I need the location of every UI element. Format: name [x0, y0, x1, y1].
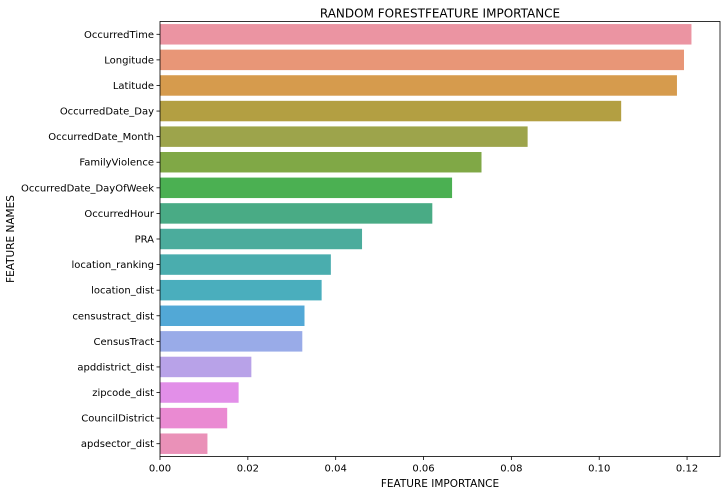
y-tick-label: censustract_dist — [72, 311, 154, 322]
bar-occurreddate-dayofweek — [160, 177, 453, 199]
x-tick-label: 0.04 — [325, 464, 347, 475]
y-tick-label: OccurredHour — [84, 209, 155, 220]
bar-apddistrict-dist — [160, 356, 252, 378]
bar-location-ranking — [160, 254, 331, 275]
bar-location-dist — [160, 279, 322, 301]
y-tick-label: Latitude — [113, 81, 154, 92]
y-tick-label: CensusTract — [93, 337, 154, 348]
chart-title: RANDOM FORESTFEATURE IMPORTANCE — [320, 7, 560, 21]
x-tick-label: 0.06 — [412, 464, 434, 475]
x-tick-label: 0.02 — [237, 464, 259, 475]
y-axis-label: FEATURE NAMES — [5, 195, 17, 283]
x-tick-label: 0.08 — [500, 464, 522, 475]
y-tick-label: OccurredDate_Day — [60, 107, 154, 118]
bar-zipcode-dist — [160, 382, 239, 403]
plot-frame — [159, 21, 721, 457]
bar-occurredhour — [160, 203, 433, 224]
y-tick-labels: OccurredTime Longitude Latitude OccurredDat… — [21, 30, 160, 450]
bar-latitude — [160, 75, 677, 96]
y-tick-label: FamilyViolence — [79, 158, 154, 169]
y-tick-label: Longitude — [104, 55, 154, 66]
y-tick-label: CouncilDistrict — [81, 414, 154, 425]
bar-familyviolence — [160, 152, 482, 173]
bar-pra — [160, 228, 363, 250]
x-tick-label: 0.10 — [588, 464, 610, 475]
y-tick-label: OccurredDate_DayOfWeek — [21, 183, 154, 194]
bar-councildistrict — [160, 407, 228, 429]
bar-censustract — [160, 331, 303, 352]
y-tick-label: location_dist — [91, 286, 154, 297]
y-tick-label: apddistrict_dist — [77, 362, 154, 373]
bar-occurreddate-day — [160, 100, 622, 122]
bar-occurreddate-month — [160, 126, 528, 147]
bar-occurredtime — [160, 24, 692, 45]
bar-apdsector-dist — [160, 433, 208, 454]
x-ticks: 0.00 0.02 0.04 0.06 0.08 0.10 0.12 — [149, 456, 698, 475]
y-tick-label: PRA — [135, 235, 155, 246]
x-tick-label: 0.00 — [149, 464, 171, 475]
bar-longitude — [160, 49, 684, 71]
y-tick-label: apdsector_dist — [81, 439, 154, 450]
x-axis-label: FEATURE IMPORTANCE — [381, 478, 499, 490]
x-tick-label: 0.12 — [676, 464, 698, 475]
y-tick-label: zipcode_dist — [92, 388, 154, 399]
y-tick-label: OccurredTime — [84, 30, 154, 41]
y-tick-label: location_ranking — [71, 260, 154, 271]
bars-group — [160, 24, 692, 454]
y-tick-label: OccurredDate_Month — [48, 132, 154, 143]
bar-censustract-dist — [160, 305, 305, 326]
